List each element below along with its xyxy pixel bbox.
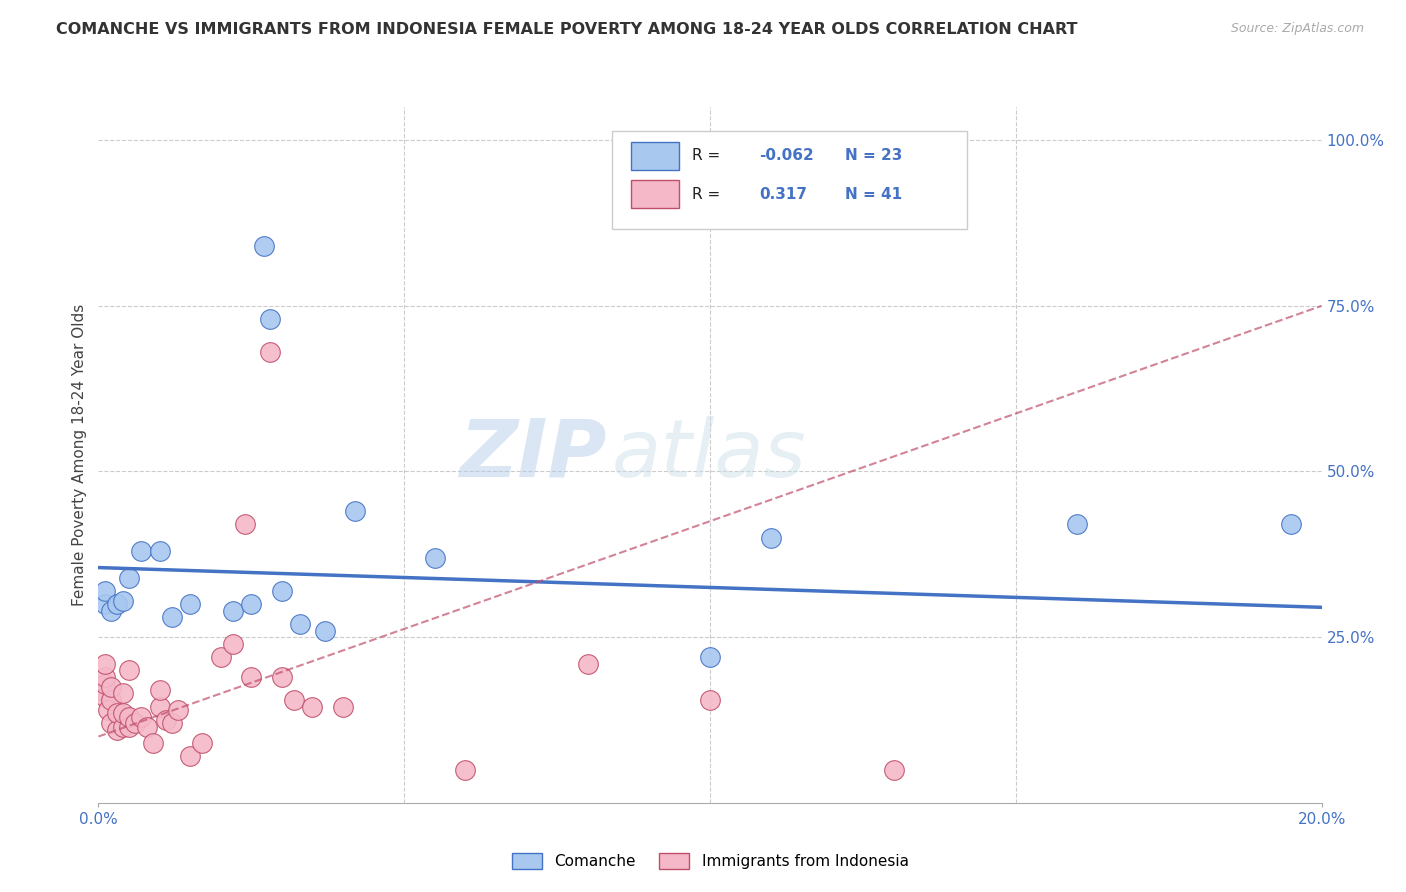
Point (118, 570, 141, 584)
Point (90, 683, 112, 698)
Point (93, 690, 115, 704)
Point (240, 597, 263, 611)
Point (332, 699, 354, 714)
Y-axis label: Female Poverty Among 18-24 Year Olds: Female Poverty Among 18-24 Year Olds (72, 304, 87, 606)
Point (100, 604, 122, 618)
Point (222, 637, 245, 651)
Bar (630, 180, 679, 208)
Text: N = 41: N = 41 (845, 186, 901, 202)
Point (155, 713, 177, 727)
Point (97, 703, 120, 717)
Point (149, 699, 172, 714)
Point (259, 345, 281, 359)
Point (93, 597, 115, 611)
Text: N = 23: N = 23 (845, 148, 903, 163)
Point (111, 593, 134, 607)
Point (209, 650, 232, 665)
Point (105, 706, 128, 721)
Point (93, 583, 115, 598)
Point (576, 657, 599, 671)
Point (283, 693, 305, 707)
Point (179, 749, 201, 764)
Point (290, 616, 312, 631)
Point (111, 706, 134, 721)
Point (191, 736, 214, 750)
Point (423, 550, 446, 565)
Point (93, 676, 115, 690)
Point (136, 720, 159, 734)
Point (314, 624, 336, 638)
Point (160, 716, 183, 731)
Point (344, 504, 367, 518)
Point (149, 544, 172, 558)
Point (111, 686, 134, 700)
Point (270, 583, 292, 598)
Point (240, 670, 263, 684)
Point (454, 763, 477, 777)
Point (124, 716, 146, 731)
Point (160, 610, 183, 624)
Point (118, 720, 141, 734)
Bar (630, 142, 679, 169)
Point (100, 693, 122, 707)
Legend: Comanche, Immigrants from Indonesia: Comanche, Immigrants from Indonesia (505, 847, 915, 875)
Text: ZIP: ZIP (458, 416, 606, 494)
Point (105, 597, 128, 611)
Text: atlas: atlas (612, 416, 807, 494)
Text: Source: ZipAtlas.com: Source: ZipAtlas.com (1230, 22, 1364, 36)
Point (252, 239, 274, 253)
Text: 0.317: 0.317 (759, 186, 807, 202)
Text: R =: R = (692, 186, 725, 202)
Point (759, 531, 782, 545)
Point (93, 657, 115, 671)
Point (100, 680, 122, 694)
Point (1066, 517, 1088, 532)
Point (301, 699, 323, 714)
Point (179, 597, 201, 611)
Point (883, 763, 905, 777)
FancyBboxPatch shape (612, 131, 967, 229)
Point (149, 683, 172, 698)
Point (142, 736, 165, 750)
Point (259, 312, 281, 326)
Point (129, 709, 152, 723)
Point (111, 720, 134, 734)
Text: R =: R = (692, 148, 725, 163)
Text: -0.062: -0.062 (759, 148, 814, 163)
Point (270, 670, 292, 684)
Point (129, 544, 152, 558)
Point (118, 663, 141, 677)
Point (100, 716, 122, 731)
Point (93, 670, 115, 684)
Point (167, 703, 190, 717)
Point (699, 650, 721, 665)
Text: COMANCHE VS IMMIGRANTS FROM INDONESIA FEMALE POVERTY AMONG 18-24 YEAR OLDS CORRE: COMANCHE VS IMMIGRANTS FROM INDONESIA FE… (56, 22, 1078, 37)
Point (699, 693, 721, 707)
Point (1279, 517, 1302, 532)
Point (222, 604, 245, 618)
Point (105, 723, 128, 737)
Point (118, 709, 141, 723)
Point (233, 517, 256, 532)
